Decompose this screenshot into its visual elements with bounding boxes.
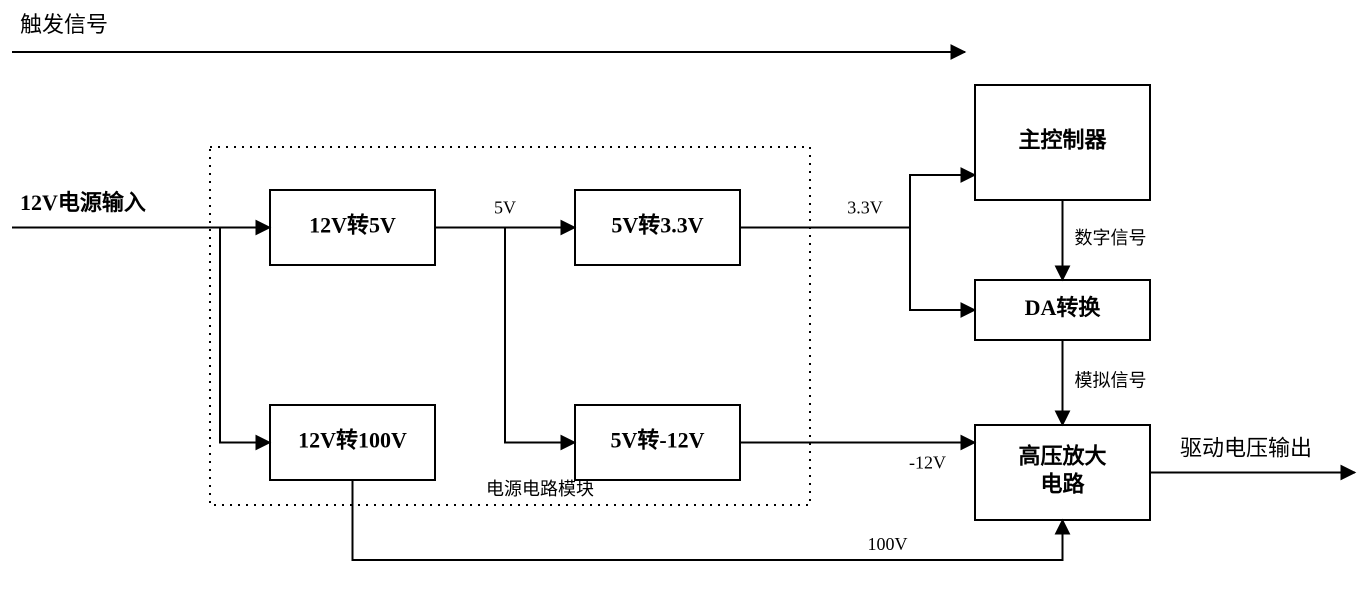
power-in-label: 12V电源输入 [20, 190, 146, 215]
label-drive-out: 驱动电压输出 [1180, 436, 1312, 461]
label-3v3: 3.3V [847, 198, 883, 218]
line-100v-to-hv [353, 480, 1063, 560]
line-3v3-to-ctrl [910, 175, 975, 228]
hv_amp-label2: 电路 [1040, 472, 1085, 497]
main_ctrl-label: 主控制器 [1018, 128, 1107, 153]
conv_5_m12-label: 5V转-12V [610, 428, 704, 453]
label-5v: 5V [494, 198, 516, 218]
conv_12_5-label: 12V转5V [309, 213, 396, 238]
label-analog: 模拟信号 [1075, 371, 1147, 391]
conv_12_100-label: 12V转100V [298, 428, 407, 453]
da_conv-label: DA转换 [1025, 295, 1102, 320]
trigger-signal-label: 触发信号 [20, 12, 108, 37]
label-digital: 数字信号 [1075, 228, 1147, 248]
pwr-to-12v100 [220, 228, 270, 443]
label-m12v: -12V [909, 453, 946, 473]
line-3v3-to-da [910, 228, 975, 311]
conv_5_3v3-label: 5V转3.3V [611, 213, 703, 238]
label-100v: 100V [868, 534, 908, 554]
hv_amp-label1: 高压放大 [1018, 444, 1106, 469]
power-module-caption: 电源电路模块 [486, 479, 594, 499]
block-diagram: 电源电路模块 12V转5V 12V转100V 5V转3.3V 5V转-12V 主控制器 DA… [0, 0, 1367, 602]
line-5v-to-m12 [505, 228, 575, 443]
